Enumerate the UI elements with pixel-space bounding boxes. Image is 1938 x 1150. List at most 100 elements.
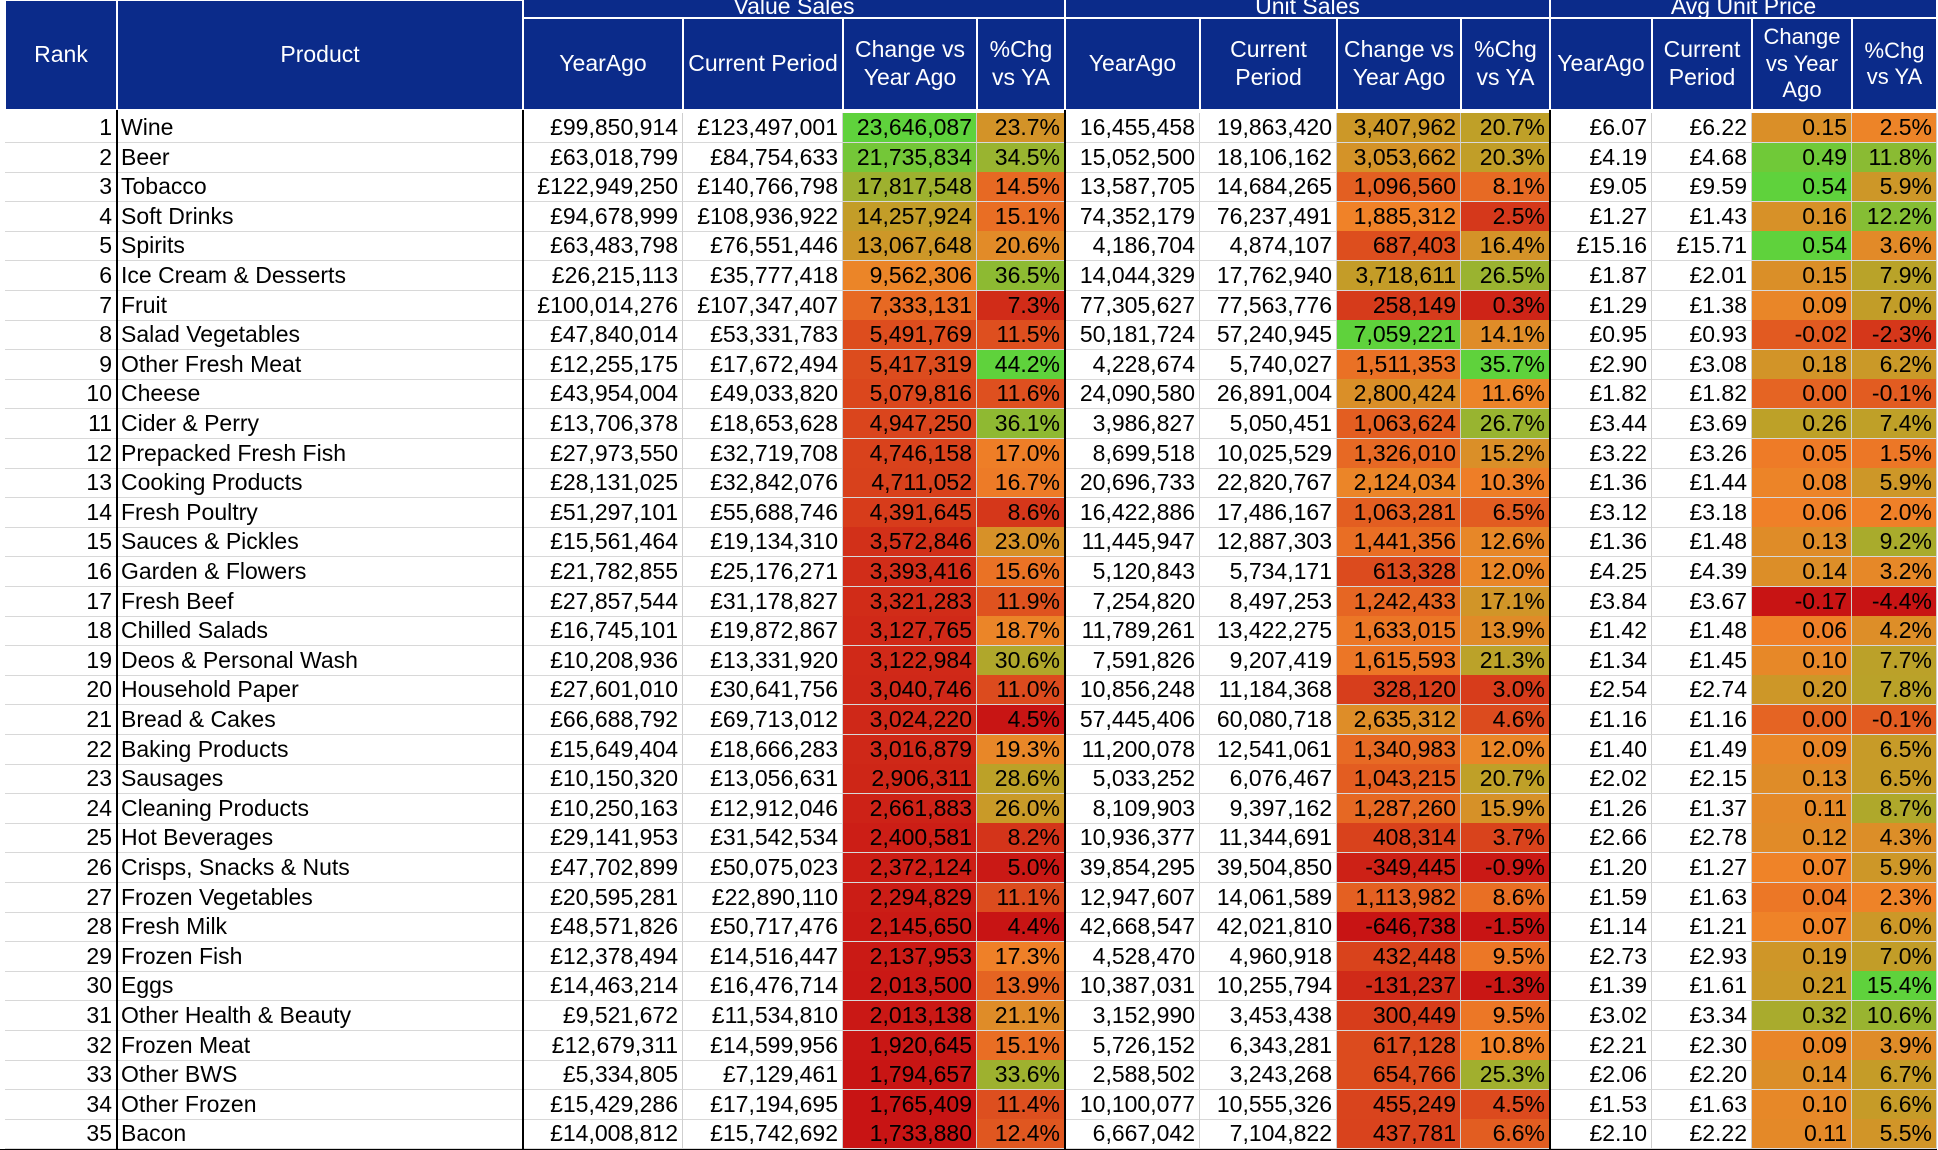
value-yearago-cell: £16,745,101 bbox=[523, 616, 683, 647]
price-current-cell: £3.08 bbox=[1652, 349, 1752, 380]
product-cell: Frozen Meat bbox=[117, 1030, 523, 1061]
value-pct-cell: 11.0% bbox=[977, 675, 1065, 706]
unit-current-cell: 39,504,850 bbox=[1200, 853, 1337, 884]
price-current-cell: £9.59 bbox=[1652, 172, 1752, 203]
price-current-cell: £1.44 bbox=[1652, 468, 1752, 499]
price-pct-cell: 3.6% bbox=[1852, 231, 1937, 262]
price-change-cell: 0.54 bbox=[1752, 231, 1852, 262]
rank-cell: 11 bbox=[5, 409, 117, 440]
unit-yearago-cell: 2,588,502 bbox=[1065, 1060, 1200, 1091]
unit-current-cell: 60,080,718 bbox=[1200, 705, 1337, 736]
product-cell: Prepacked Fresh Fish bbox=[117, 438, 523, 469]
price-change-cell: 0.06 bbox=[1752, 616, 1852, 647]
price-change-cell: 0.10 bbox=[1752, 645, 1852, 676]
unit-yearago-cell: 5,120,843 bbox=[1065, 557, 1200, 588]
unit-current-cell: 10,255,794 bbox=[1200, 971, 1337, 1002]
price-pct-cell: 7.9% bbox=[1852, 261, 1937, 292]
unit-change-cell: 7,059,221 bbox=[1337, 320, 1461, 351]
price-yearago-cell: £1.16 bbox=[1550, 705, 1652, 736]
unit-yearago-cell: 8,699,518 bbox=[1065, 438, 1200, 469]
product-cell: Fresh Poultry bbox=[117, 497, 523, 528]
value-current-cell: £30,641,756 bbox=[683, 675, 843, 706]
value-yearago-cell: £27,973,550 bbox=[523, 438, 683, 469]
unit-current-cell: 6,343,281 bbox=[1200, 1030, 1337, 1061]
unit-yearago-cell: 10,387,031 bbox=[1065, 971, 1200, 1002]
price-current-cell: £1.49 bbox=[1652, 734, 1752, 765]
rank-cell: 24 bbox=[5, 793, 117, 824]
product-cell: Deos & Personal Wash bbox=[117, 645, 523, 676]
value-yearago-cell: £15,649,404 bbox=[523, 734, 683, 765]
price-yearago-cell: £1.26 bbox=[1550, 793, 1652, 824]
rank-cell: 15 bbox=[5, 527, 117, 558]
rank-cell: 28 bbox=[5, 912, 117, 943]
value-pct-cell: 16.7% bbox=[977, 468, 1065, 499]
product-cell: Other BWS bbox=[117, 1060, 523, 1091]
unit-pct-cell: 3.7% bbox=[1461, 823, 1550, 854]
value-change-cell: 13,067,648 bbox=[843, 231, 977, 262]
unit-current-cell: 42,021,810 bbox=[1200, 912, 1337, 943]
unit-pct-cell: 10.3% bbox=[1461, 468, 1550, 499]
price-yearago-cell: £9.05 bbox=[1550, 172, 1652, 203]
price-pct-cell: -0.1% bbox=[1852, 705, 1937, 736]
value-change-cell: 21,735,834 bbox=[843, 142, 977, 173]
price-pct-cell: 7.4% bbox=[1852, 409, 1937, 440]
product-cell: Wine bbox=[117, 113, 523, 144]
value-change-cell: 4,746,158 bbox=[843, 438, 977, 469]
unit-current-cell: 8,497,253 bbox=[1200, 586, 1337, 617]
unit-pct-cell: 15.9% bbox=[1461, 793, 1550, 824]
unit-current-cell: 5,050,451 bbox=[1200, 409, 1337, 440]
unit-change-cell: -349,445 bbox=[1337, 853, 1461, 884]
value-current-cell: £19,134,310 bbox=[683, 527, 843, 558]
value-pct-cell: 17.0% bbox=[977, 438, 1065, 469]
price-current-cell: £15.71 bbox=[1652, 231, 1752, 262]
value-pct-cell: 15.1% bbox=[977, 1030, 1065, 1061]
rank-cell: 14 bbox=[5, 497, 117, 528]
value-yearago-cell: £66,688,792 bbox=[523, 705, 683, 736]
price-current-cell: £2.93 bbox=[1652, 941, 1752, 972]
unit-change-cell: 1,340,983 bbox=[1337, 734, 1461, 765]
value-pct-cell: 34.5% bbox=[977, 142, 1065, 173]
value-current-cell: £35,777,418 bbox=[683, 261, 843, 292]
rank-cell: 23 bbox=[5, 764, 117, 795]
unit-change-cell: 328,120 bbox=[1337, 675, 1461, 706]
price-yearago-cell: £2.73 bbox=[1550, 941, 1652, 972]
value-current-cell: £123,497,001 bbox=[683, 113, 843, 144]
rank-cell: 2 bbox=[5, 142, 117, 173]
unit-pct-cell: 8.1% bbox=[1461, 172, 1550, 203]
unit-current-cell: 3,453,438 bbox=[1200, 1001, 1337, 1032]
value-current-cell: £18,666,283 bbox=[683, 734, 843, 765]
price-current-cell: £1.38 bbox=[1652, 290, 1752, 321]
value-col-header: Current Period bbox=[683, 18, 843, 110]
unit-pct-cell: 10.8% bbox=[1461, 1030, 1550, 1061]
value-current-cell: £18,653,628 bbox=[683, 409, 843, 440]
unit-current-cell: 11,184,368 bbox=[1200, 675, 1337, 706]
unit-current-cell: 10,025,529 bbox=[1200, 438, 1337, 469]
unit-pct-cell: -0.9% bbox=[1461, 853, 1550, 884]
value-current-cell: £140,766,798 bbox=[683, 172, 843, 203]
price-pct-cell: 1.5% bbox=[1852, 438, 1937, 469]
unit-pct-cell: 3.0% bbox=[1461, 675, 1550, 706]
price-change-cell: 0.15 bbox=[1752, 261, 1852, 292]
price-yearago-cell: £1.42 bbox=[1550, 616, 1652, 647]
price-change-cell: 0.13 bbox=[1752, 527, 1852, 558]
rank-cell: 9 bbox=[5, 349, 117, 380]
unit-yearago-cell: 16,422,886 bbox=[1065, 497, 1200, 528]
unit-current-cell: 13,422,275 bbox=[1200, 616, 1337, 647]
unit-current-cell: 14,061,589 bbox=[1200, 882, 1337, 913]
price-yearago-cell: £1.39 bbox=[1550, 971, 1652, 1002]
price-change-cell: 0.00 bbox=[1752, 705, 1852, 736]
price-pct-cell: 2.5% bbox=[1852, 113, 1937, 144]
unit-pct-cell: 8.6% bbox=[1461, 882, 1550, 913]
price-yearago-cell: £6.07 bbox=[1550, 113, 1652, 144]
price-yearago-cell: £3.44 bbox=[1550, 409, 1652, 440]
price-change-cell: 0.04 bbox=[1752, 882, 1852, 913]
value-pct-cell: 33.6% bbox=[977, 1060, 1065, 1091]
price-current-cell: £2.78 bbox=[1652, 823, 1752, 854]
rank-cell: 21 bbox=[5, 705, 117, 736]
value-change-cell: 9,562,306 bbox=[843, 261, 977, 292]
unit-change-cell: 437,781 bbox=[1337, 1119, 1461, 1150]
value-current-cell: £14,516,447 bbox=[683, 941, 843, 972]
unit-yearago-cell: 11,200,078 bbox=[1065, 734, 1200, 765]
unit-change-cell: 408,314 bbox=[1337, 823, 1461, 854]
value-pct-cell: 44.2% bbox=[977, 349, 1065, 380]
